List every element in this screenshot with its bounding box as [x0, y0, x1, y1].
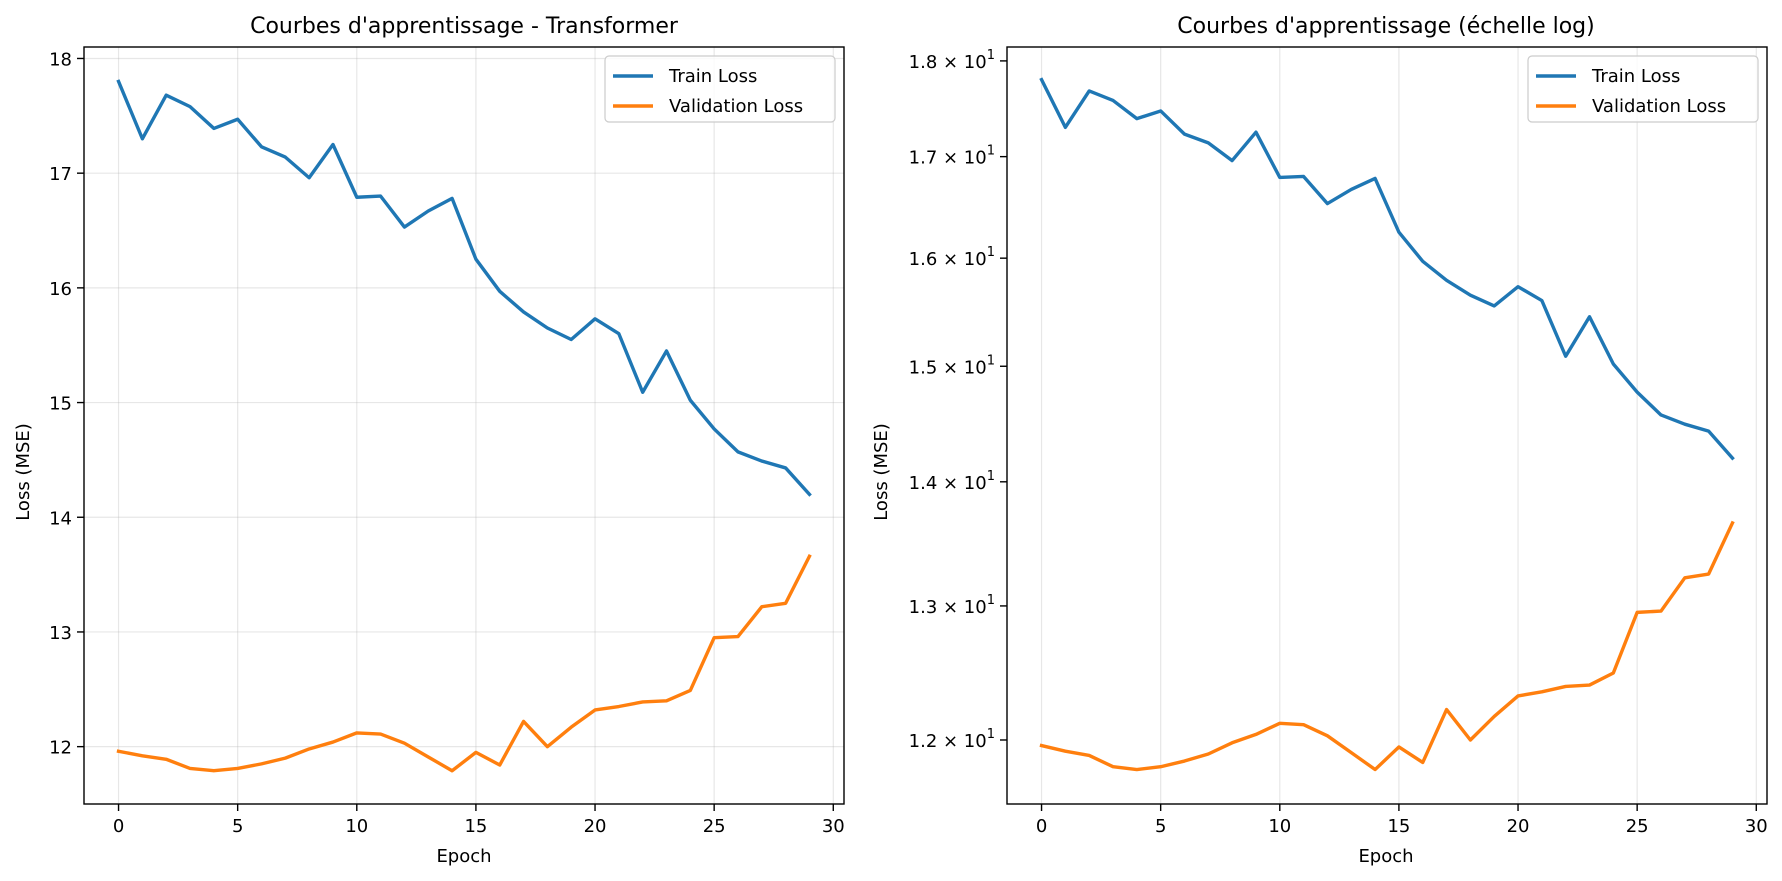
- y-tick-mantissa: 1.6: [909, 249, 943, 270]
- y-tick-exponent: 1: [987, 469, 995, 484]
- x-tick-label: 5: [1155, 816, 1166, 837]
- legend-label-train: Train Loss: [668, 66, 757, 87]
- chart-title: Courbes d'apprentissage (échelle log): [1177, 14, 1594, 39]
- y-tick-mantissa: 1.8: [909, 52, 943, 73]
- x-tick-label: 0: [1036, 816, 1047, 837]
- legend-label-train: Train Loss: [1591, 66, 1680, 87]
- y-tick-label: 13: [49, 623, 72, 644]
- y-axis-label: Loss (MSE): [871, 423, 892, 521]
- y-tick-exponent: 1: [987, 727, 995, 742]
- x-tick-label: 20: [1507, 816, 1530, 837]
- y-tick-exponent: 1: [987, 48, 995, 63]
- y-tick-label: 14: [49, 508, 72, 529]
- y-axis: 12 13 14 15 16 17 18: [49, 49, 84, 759]
- y-tick-label: 16: [49, 279, 72, 300]
- y-tick-exponent: 1: [987, 245, 995, 260]
- y-tick-exponent: 1: [987, 593, 995, 608]
- grid: [84, 47, 844, 804]
- x-tick-label: 20: [584, 816, 607, 837]
- x-tick-label: 5: [232, 816, 243, 837]
- y-tick-label: 1.8 × 101: [909, 48, 995, 73]
- y-tick-label: 1.4 × 101: [909, 469, 995, 494]
- y-tick-label: 1.3 × 101: [909, 593, 995, 618]
- legend: Train Loss Validation Loss: [604, 55, 836, 123]
- chart-title: Courbes d'apprentissage - Transformer: [250, 14, 679, 39]
- series-line-train: [1039, 77, 1735, 461]
- y-tick-label: 1.7 × 101: [909, 144, 995, 169]
- y-tick-mantissa: 1.5: [909, 357, 943, 378]
- y-axis-label: Loss (MSE): [13, 423, 34, 521]
- y-tick-exponent: 1: [987, 353, 995, 368]
- y-tick-base: × 10: [943, 731, 987, 752]
- x-tick-label: 30: [1745, 816, 1768, 837]
- x-tick-label: 25: [1626, 816, 1649, 837]
- y-tick-label: 17: [49, 164, 72, 185]
- series-line-validation: [116, 553, 812, 773]
- legend-box: [604, 55, 836, 123]
- plot-frame: [83, 46, 845, 805]
- y-tick-base: × 10: [943, 52, 987, 73]
- legend-box: [1527, 55, 1759, 123]
- y-tick-exponent: 1: [987, 144, 995, 159]
- x-tick-label: 15: [1387, 816, 1410, 837]
- x-axis: 0 5 10 15 20 25 30: [113, 804, 845, 837]
- x-axis: 0 5 10 15 20 25 30: [1036, 804, 1768, 837]
- y-tick-label: 1.5 × 101: [909, 353, 995, 378]
- x-tick-label: 10: [1268, 816, 1291, 837]
- x-tick-label: 0: [113, 816, 124, 837]
- plot-frame: [1006, 46, 1768, 805]
- y-tick-mantissa: 1.7: [909, 148, 943, 169]
- y-tick-mantissa: 1.3: [909, 597, 943, 618]
- legend-label-validation: Validation Loss: [669, 96, 803, 117]
- legend-label-validation: Validation Loss: [1592, 96, 1726, 117]
- y-tick-label: 12: [49, 738, 72, 759]
- y-tick-base: × 10: [943, 357, 987, 378]
- series-line-train: [116, 79, 812, 497]
- series-line-validation: [1039, 520, 1735, 772]
- x-tick-label: 25: [703, 816, 726, 837]
- grid: [1040, 47, 1757, 804]
- x-tick-label: 15: [464, 816, 487, 837]
- x-axis-label: Epoch: [436, 846, 491, 867]
- y-tick-label: 1.2 × 101: [909, 727, 995, 752]
- y-tick-base: × 10: [943, 148, 987, 169]
- y-tick-mantissa: 1.2: [909, 731, 943, 752]
- y-tick-base: × 10: [943, 249, 987, 270]
- y-tick-label: 18: [49, 49, 72, 70]
- y-tick-label: 15: [49, 394, 72, 415]
- chart-linear: Courbes d'apprentissage - Transformer Ep…: [13, 14, 845, 867]
- x-tick-label: 10: [345, 816, 368, 837]
- x-tick-label: 30: [822, 816, 845, 837]
- x-axis-label: Epoch: [1358, 846, 1413, 867]
- chart-log: Courbes d'apprentissage (échelle log) Ep…: [871, 14, 1768, 867]
- y-tick-mantissa: 1.4: [909, 473, 943, 494]
- y-tick-base: × 10: [943, 473, 987, 494]
- legend: Train Loss Validation Loss: [1527, 55, 1759, 123]
- y-tick-label: 1.6 × 101: [909, 245, 995, 270]
- y-tick-base: × 10: [943, 597, 987, 618]
